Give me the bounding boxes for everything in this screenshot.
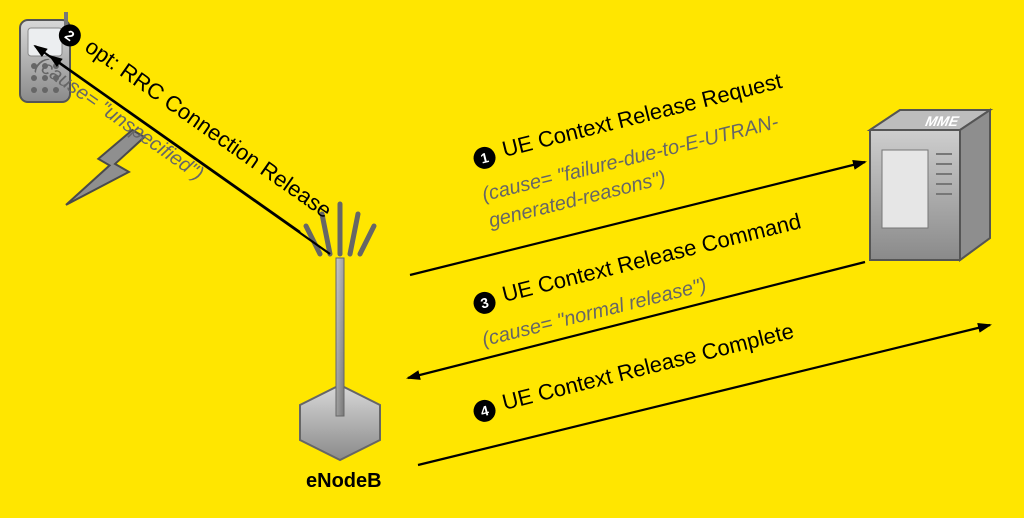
diagram-stage: MME eNodeB 2 opt: RRC Connection Release… xyxy=(0,0,1024,518)
enodeb-label: eNodeB xyxy=(306,470,382,493)
badge-1: 1 xyxy=(471,144,498,171)
mme-icon xyxy=(870,110,990,260)
mme-label: MME xyxy=(923,113,962,129)
badge-3: 3 xyxy=(471,289,498,316)
